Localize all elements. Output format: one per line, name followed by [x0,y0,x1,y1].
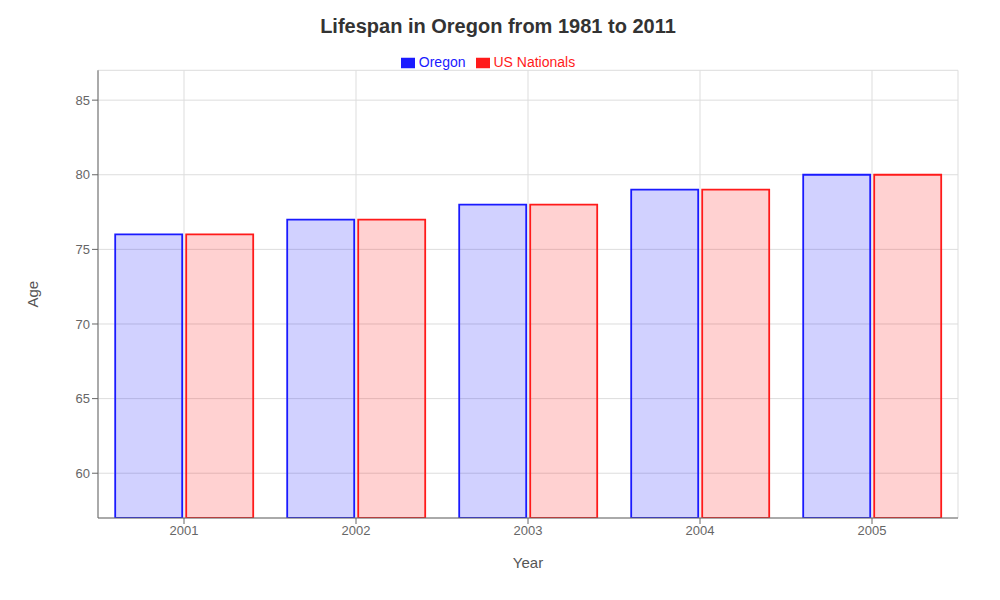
svg-text:70: 70 [76,317,90,332]
svg-text:80: 80 [76,167,90,182]
svg-text:65: 65 [76,391,90,406]
svg-text:Age: Age [24,281,41,308]
svg-text:Year: Year [513,554,543,571]
html-text:Oregon: Oregon [418,54,466,70]
svg-text:75: 75 [76,242,90,257]
svg-text:2003: 2003 [514,523,543,538]
svg-text:85: 85 [76,93,90,108]
svg-text:2002: 2002 [342,523,371,538]
svg-text:2005: 2005 [858,523,887,538]
html-text:Lifespan in Oregon from 1981 t: Lifespan in Oregon from 1981 to 2011 [320,15,676,37]
svg-text:2001: 2001 [170,523,199,538]
html-text:US Nationals: US Nationals [493,54,576,70]
svg-text:2004: 2004 [686,523,715,538]
svg-text:60: 60 [76,466,90,481]
